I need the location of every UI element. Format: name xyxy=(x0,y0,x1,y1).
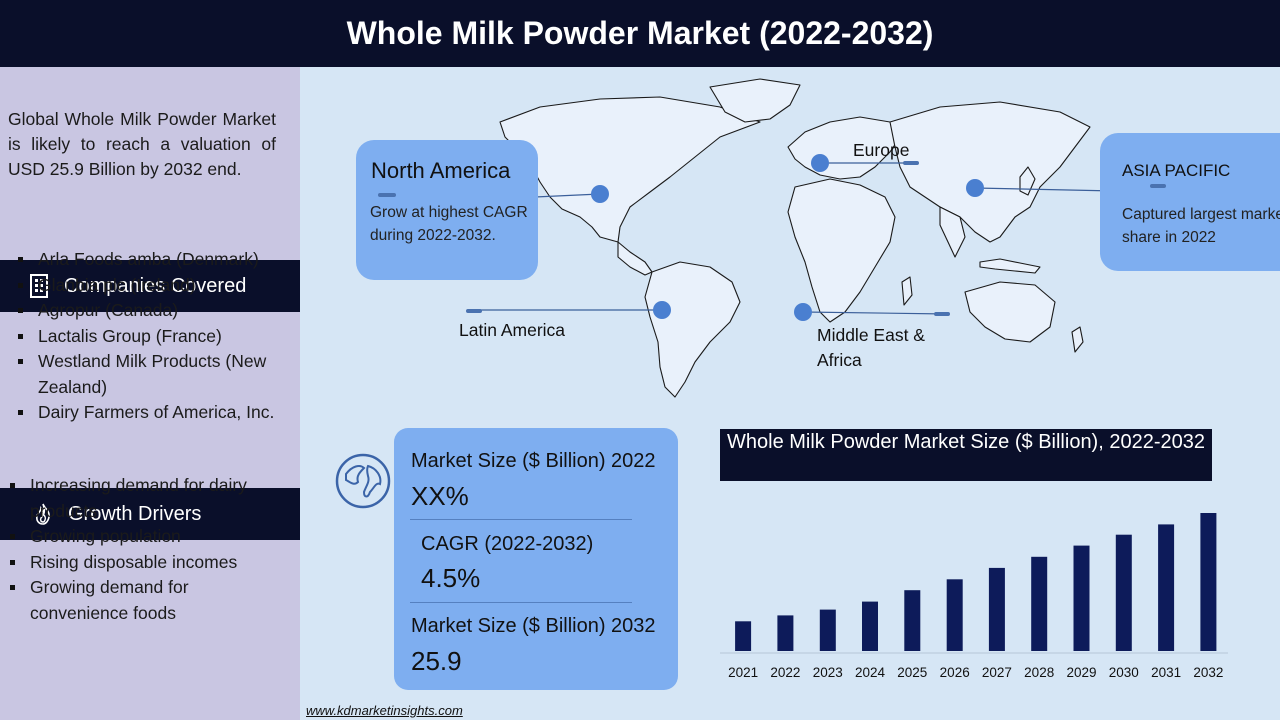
bar-2021 xyxy=(735,621,752,651)
companies-header: Companies Covered xyxy=(0,260,300,312)
north-america-text: Grow at highest CAGR during 2022-2032. xyxy=(370,204,528,244)
list-item: Rising disposable incomes xyxy=(0,550,290,576)
list-item: Dairy Farmers of America, Inc. xyxy=(8,400,298,426)
intro-text: Global Whole Milk Powder Market is likel… xyxy=(8,109,276,179)
size-2032-value: 25.9 xyxy=(411,646,462,676)
x-tick-label: 2025 xyxy=(897,665,927,680)
x-tick-label: 2030 xyxy=(1109,665,1139,680)
world-map xyxy=(300,67,1280,407)
x-tick-label: 2032 xyxy=(1193,665,1223,680)
bar-2023 xyxy=(819,609,836,651)
bar-2029 xyxy=(1073,545,1090,651)
accent-line xyxy=(1150,184,1166,188)
bar-2025 xyxy=(904,590,921,651)
x-tick-label: 2029 xyxy=(1066,665,1096,680)
bar-2031 xyxy=(1158,524,1175,651)
europe-label: Europe xyxy=(853,140,910,160)
size-2032-label: Market Size ($ Billion) 2032 xyxy=(411,615,656,637)
asia-pacific-title: ASIA PACIFIC xyxy=(1122,161,1231,180)
companies-heading: Companies Covered xyxy=(64,274,247,297)
cagr-label: CAGR (2022-2032) xyxy=(421,533,594,555)
list-item: Glanbia plc (Ireland) xyxy=(8,273,298,299)
x-tick-label: 2021 xyxy=(728,665,758,680)
bar-2022 xyxy=(777,615,794,651)
drivers-header: Growth Drivers xyxy=(0,488,300,540)
x-tick-label: 2031 xyxy=(1151,665,1181,680)
list-item: Arla Foods amba (Denmark) xyxy=(8,247,298,273)
mea-label: Middle East & Africa xyxy=(817,325,925,370)
building-icon xyxy=(26,273,52,299)
x-tick-label: 2024 xyxy=(855,665,886,680)
size-2022-value: XX% xyxy=(411,481,469,511)
bar-2030 xyxy=(1115,534,1132,651)
bar-2024 xyxy=(862,601,878,651)
companies-list: Arla Foods amba (Denmark) Glanbia plc (I… xyxy=(8,247,298,426)
globe-icon xyxy=(335,453,391,509)
list-item: Agropur (Canada) xyxy=(8,298,298,324)
divider xyxy=(410,519,632,520)
bar-2026 xyxy=(946,579,963,651)
x-tick-label: 2026 xyxy=(940,665,970,680)
x-tick-label: 2028 xyxy=(1024,665,1054,680)
bar-2028 xyxy=(1031,556,1048,651)
left-panel: Global Whole Milk Powder Market is likel… xyxy=(0,67,300,720)
north-america-title: North America xyxy=(371,158,511,183)
website-link[interactable]: www.kdmarketinsights.com xyxy=(306,703,463,718)
bar-chart: 2021 2022 2023 2024 2025 2026 2027 2028 2029 2030… xyxy=(720,513,1228,680)
size-2022-label: Market Size ($ Billion) 2022 xyxy=(411,450,656,472)
bar-2032 xyxy=(1200,513,1217,651)
drivers-heading: Growth Drivers xyxy=(68,502,202,525)
world-map-graphic xyxy=(466,78,1161,398)
chart-title: Whole Milk Powder Market Size ($ Billion… xyxy=(720,429,1212,481)
bar-2027 xyxy=(988,567,1005,651)
x-tick-label: 2027 xyxy=(982,665,1012,680)
stats-panel xyxy=(394,428,678,690)
cagr-value: 4.5% xyxy=(421,563,481,593)
flame-icon xyxy=(30,501,56,527)
list-item: Growing demand for convenience foods xyxy=(0,575,290,626)
asia-pacific-text: Captured largest market share in 2022 xyxy=(1122,206,1280,246)
north-america-callout: North America Grow at highest CAGR durin… xyxy=(356,140,538,280)
drivers-list: Increasing demand for dairy products Gro… xyxy=(0,473,290,626)
x-tick-label: 2022 xyxy=(770,665,800,680)
list-item: Growing population xyxy=(0,524,290,550)
x-tick-label: 2023 xyxy=(813,665,843,680)
list-item: Westland Milk Products (New Zealand) xyxy=(8,349,298,400)
asia-pacific-callout: ASIA PACIFIC Captured largest market sha… xyxy=(1100,133,1280,271)
list-item: Increasing demand for dairy products xyxy=(0,473,290,524)
latin-america-label: Latin America xyxy=(459,320,566,340)
list-item: Lactalis Group (France) xyxy=(8,324,298,350)
accent-line xyxy=(378,193,396,197)
page-title: Whole Milk Powder Market (2022-2032) xyxy=(0,0,1280,67)
divider xyxy=(410,602,632,603)
